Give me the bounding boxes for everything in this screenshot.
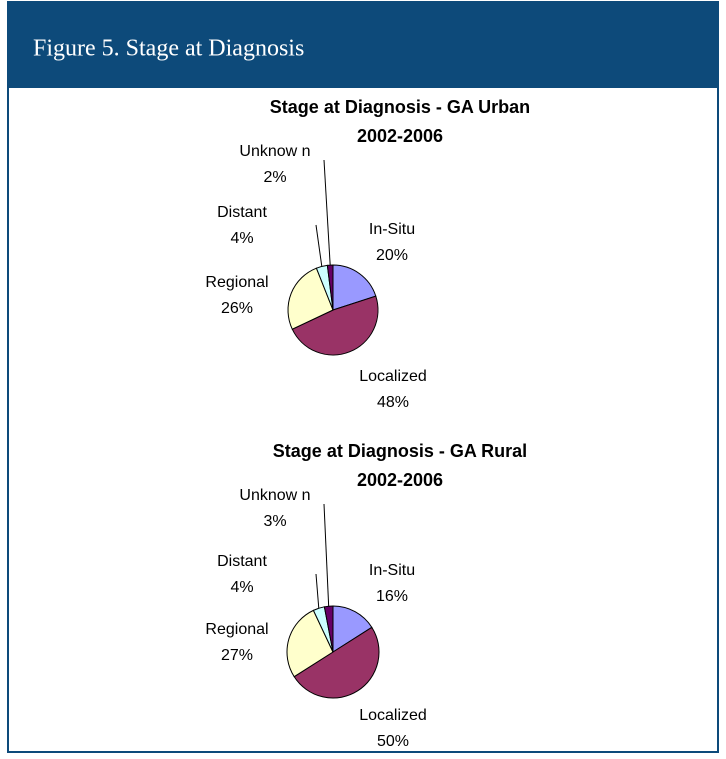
slice-label: Regional xyxy=(205,274,268,291)
pie-slice xyxy=(286,609,334,678)
slice-value-label: 4% xyxy=(230,579,253,596)
leader-line xyxy=(315,224,323,267)
pie-slice xyxy=(293,626,380,699)
pie-slice xyxy=(332,264,377,311)
chart-subtitle: 2002-2006 xyxy=(357,470,443,490)
leader-line xyxy=(323,503,330,607)
slice-value-label: 48% xyxy=(377,394,409,411)
slice-value-label: 4% xyxy=(230,230,253,247)
leader-line xyxy=(323,159,331,266)
leader-line xyxy=(315,573,320,609)
pie-slice xyxy=(326,264,334,311)
pie-slice xyxy=(287,267,334,330)
slice-value-label: 50% xyxy=(377,733,409,750)
slice-label: Distant xyxy=(217,553,267,570)
slice-value-label: 16% xyxy=(376,588,408,605)
chart-title: Stage at Diagnosis - GA Rural xyxy=(273,441,527,461)
header-title: Figure 5. Stage at Diagnosis xyxy=(33,36,304,62)
slice-value-label: 2% xyxy=(263,169,286,186)
slice-label: Localized xyxy=(359,707,427,724)
pie-slice xyxy=(323,605,334,653)
slice-label: In-Situ xyxy=(369,562,415,579)
pie-slice xyxy=(332,605,373,653)
slice-value-label: 27% xyxy=(221,647,253,664)
slice-label: Unknow n xyxy=(239,487,310,504)
slice-value-label: 3% xyxy=(263,513,286,530)
slice-value-label: 26% xyxy=(221,300,253,317)
slice-label: In-Situ xyxy=(369,221,415,238)
slice-value-label: 20% xyxy=(376,247,408,264)
chart-subtitle: 2002-2006 xyxy=(357,126,443,146)
slice-label: Distant xyxy=(217,204,267,221)
slice-label: Regional xyxy=(205,621,268,638)
chart-title: Stage at Diagnosis - GA Urban xyxy=(270,97,530,117)
header-bar xyxy=(8,2,718,88)
slice-label: Localized xyxy=(359,368,427,385)
slice-label: Unknow n xyxy=(239,143,310,160)
pie-slice xyxy=(291,295,379,356)
